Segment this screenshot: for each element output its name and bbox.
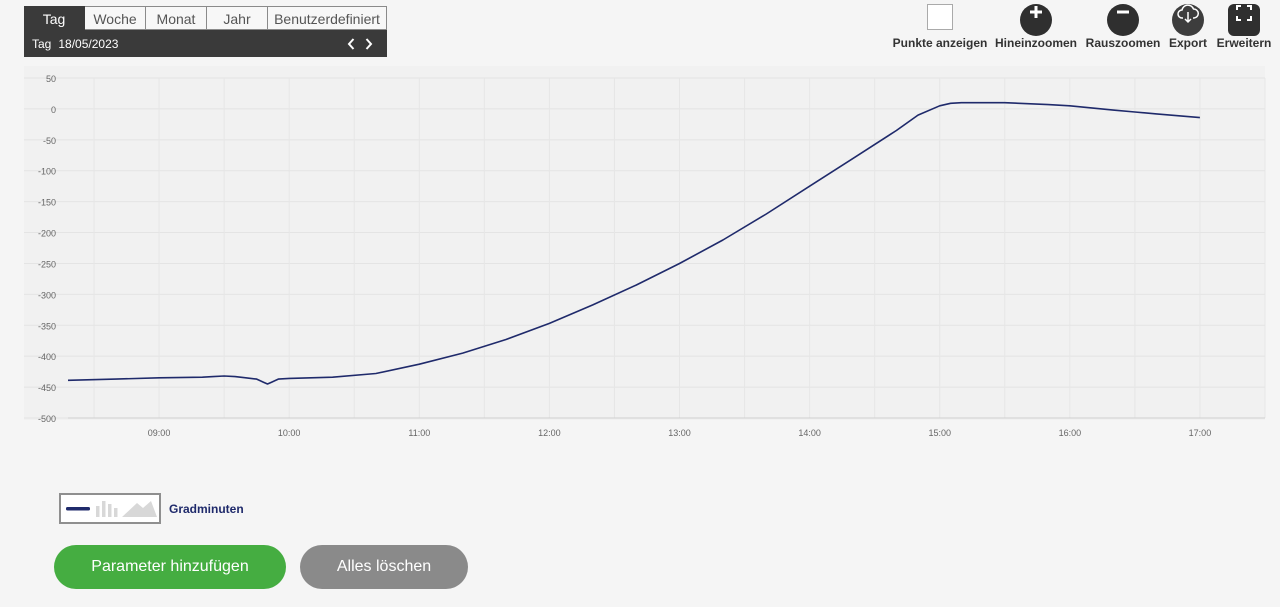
cloud-download-icon: [1172, 4, 1204, 36]
x-tick-label: 15:00: [928, 428, 951, 438]
series-line-gradminuten: [67, 101, 1200, 385]
date-period-label: Tag: [32, 36, 52, 51]
y-tick-label: 50: [46, 74, 56, 84]
y-tick-label: -350: [38, 321, 56, 331]
legend-label: Gradminuten: [169, 501, 244, 516]
fullscreen-icon: [1228, 4, 1260, 36]
zoom-in-button[interactable]: Hineinzoomen: [995, 4, 1077, 52]
y-tick-label: -300: [38, 290, 56, 300]
y-tick-label: -500: [38, 414, 56, 424]
date-row: Tag 18/05/2023: [24, 30, 387, 57]
legend-chart-type-selector[interactable]: [59, 493, 161, 524]
expand-label: Erweitern: [1216, 36, 1272, 50]
export-label: Export: [1168, 36, 1208, 50]
clear-all-button[interactable]: Alles löschen: [300, 545, 468, 589]
y-tick-label: 0: [51, 105, 56, 115]
y-tick-label: -250: [38, 259, 56, 269]
date-navigation: [345, 37, 375, 51]
line-chart[interactable]: 50 0 -50 -100 -150 -200 -250 -300 -350 -400 -450 -5…: [0, 66, 1280, 456]
x-tick-label: 16:00: [1059, 428, 1082, 438]
area-type-icon: [122, 501, 157, 517]
x-tick-label: 13:00: [668, 428, 691, 438]
y-tick-label: -400: [38, 352, 56, 362]
expand-button[interactable]: Erweitern: [1217, 4, 1271, 52]
chart-area[interactable]: 50 0 -50 -100 -150 -200 -250 -300 -350 -400 -450 -5…: [0, 66, 1280, 456]
line-type-icon: [66, 507, 90, 511]
chart-background: [24, 66, 1265, 420]
tab-benutzerdefiniert[interactable]: Benutzerdefiniert: [268, 6, 387, 30]
show-points-checkbox[interactable]: [927, 4, 953, 30]
show-points-label: Punkte anzeigen: [892, 36, 988, 50]
period-selector: Tag Woche Monat Jahr Benutzerdefiniert T…: [24, 6, 387, 57]
current-date: 18/05/2023: [58, 36, 119, 51]
show-points-toggle[interactable]: Punkte anzeigen: [893, 4, 987, 52]
period-tabs: Tag Woche Monat Jahr Benutzerdefiniert: [24, 6, 387, 30]
y-tick-label: -50: [43, 136, 56, 146]
tab-jahr[interactable]: Jahr: [207, 6, 268, 30]
y-tick-label: -200: [38, 229, 56, 239]
x-tick-label: 14:00: [798, 428, 821, 438]
tab-monat[interactable]: Monat: [146, 6, 207, 30]
zoom-out-label: Rauszoomen: [1085, 36, 1161, 50]
x-tick-label: 17:00: [1189, 428, 1212, 438]
zoom-out-button[interactable]: Rauszoomen: [1086, 4, 1160, 52]
y-tick-label: -450: [38, 383, 56, 393]
zoom-in-label: Hineinzoomen: [994, 36, 1078, 50]
x-tick-label: 10:00: [278, 428, 301, 438]
chevron-left-icon[interactable]: [345, 37, 357, 51]
plus-circle-icon: [1020, 4, 1052, 36]
minus-circle-icon: [1107, 4, 1139, 36]
bar-type-icon: [96, 506, 100, 517]
x-tick-label: 12:00: [538, 428, 561, 438]
chevron-right-icon[interactable]: [363, 37, 375, 51]
legend-item-gradminuten[interactable]: Gradminuten: [59, 493, 244, 524]
chart-type-icons: [66, 501, 157, 517]
tab-tag[interactable]: Tag: [24, 6, 85, 30]
tab-woche[interactable]: Woche: [85, 6, 146, 30]
export-button[interactable]: Export: [1168, 4, 1208, 52]
y-tick-label: -100: [38, 167, 56, 177]
x-tick-label: 11:00: [408, 428, 430, 438]
add-parameter-button[interactable]: Parameter hinzufügen: [54, 545, 286, 589]
x-tick-label: 09:00: [148, 428, 171, 438]
y-tick-label: -150: [38, 198, 56, 208]
